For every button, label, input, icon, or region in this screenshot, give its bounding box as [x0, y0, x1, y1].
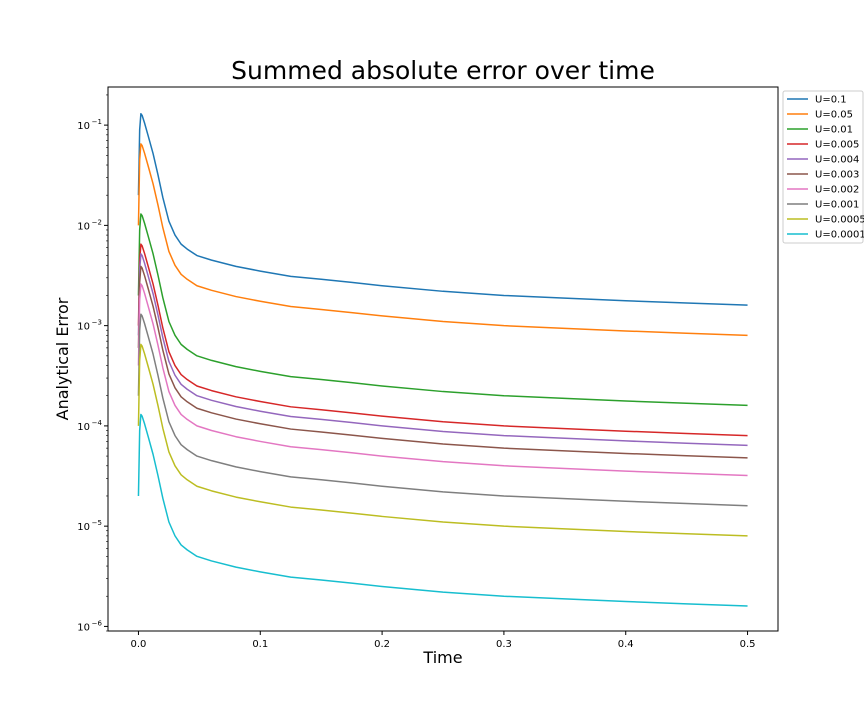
y-tick-exponent: −5	[92, 519, 102, 527]
legend-entry-9: U=0.0001	[815, 230, 864, 241]
x-tick-label: 0.5	[740, 639, 756, 650]
legend-entry-2: U=0.01	[815, 125, 853, 136]
x-tick-label: 0.1	[252, 639, 268, 650]
x-tick-label: 0.2	[374, 639, 390, 650]
series-line-1	[137, 143, 748, 337]
series-line-5	[137, 265, 748, 459]
y-tick-exponent: −1	[92, 118, 102, 126]
series-line-0	[137, 112, 748, 306]
y-tick-label: 10	[77, 522, 90, 533]
x-tick-label: 0.3	[496, 639, 512, 650]
legend-entry-6: U=0.002	[815, 185, 859, 196]
series-line-7	[137, 313, 748, 507]
series-line-3	[137, 243, 748, 437]
plot-background	[108, 87, 778, 631]
legend-items: U=0.1 U=0.05 U=0.01 U=0.005 U=0.004 U=0.003 U=…	[787, 95, 864, 241]
y-tick-exponent: −4	[92, 419, 103, 427]
y-tick-exponent: −6	[92, 619, 103, 627]
series-line-9	[137, 413, 748, 607]
legend: U=0.1 U=0.05 U=0.01 U=0.005 U=0.004 U=0.003 U=…	[782, 90, 864, 244]
legend-entry-3: U=0.005	[815, 140, 859, 151]
series-lines	[137, 112, 748, 607]
y-tick-label: 10	[77, 221, 90, 232]
x-axis-label: Time	[422, 648, 462, 667]
y-tick-label: 10	[77, 622, 90, 633]
y-axis-label: Analytical Error	[53, 297, 72, 420]
legend-entry-4: U=0.004	[815, 155, 859, 166]
plot-frame	[107, 86, 779, 632]
chart-title: Summed absolute error over time	[231, 56, 655, 85]
series-line-8	[137, 343, 748, 537]
x-axis: 0.0 0.1 0.2 0.3 0.4 0.5	[131, 631, 756, 650]
y-tick-exponent: −2	[92, 218, 102, 226]
y-tick-label: 10	[77, 422, 90, 433]
y-axis: 10−610−510−410−310−210−1	[77, 94, 108, 633]
y-tick-label: 10	[77, 322, 90, 333]
plot-area	[107, 86, 779, 632]
series-line-4	[137, 253, 748, 447]
x-tick-label: 0.4	[618, 639, 634, 650]
series-line-6	[137, 283, 748, 477]
legend-entry-5: U=0.003	[815, 170, 859, 181]
legend-entry-8: U=0.0005	[815, 215, 864, 226]
y-tick-label: 10	[77, 121, 90, 132]
y-tick-exponent: −3	[92, 319, 102, 327]
legend-entry-0: U=0.1	[815, 95, 847, 106]
legend-entry-7: U=0.001	[815, 200, 859, 211]
series-line-2	[137, 213, 748, 407]
legend-entry-1: U=0.05	[815, 110, 853, 121]
x-tick-label: 0.0	[131, 639, 147, 650]
